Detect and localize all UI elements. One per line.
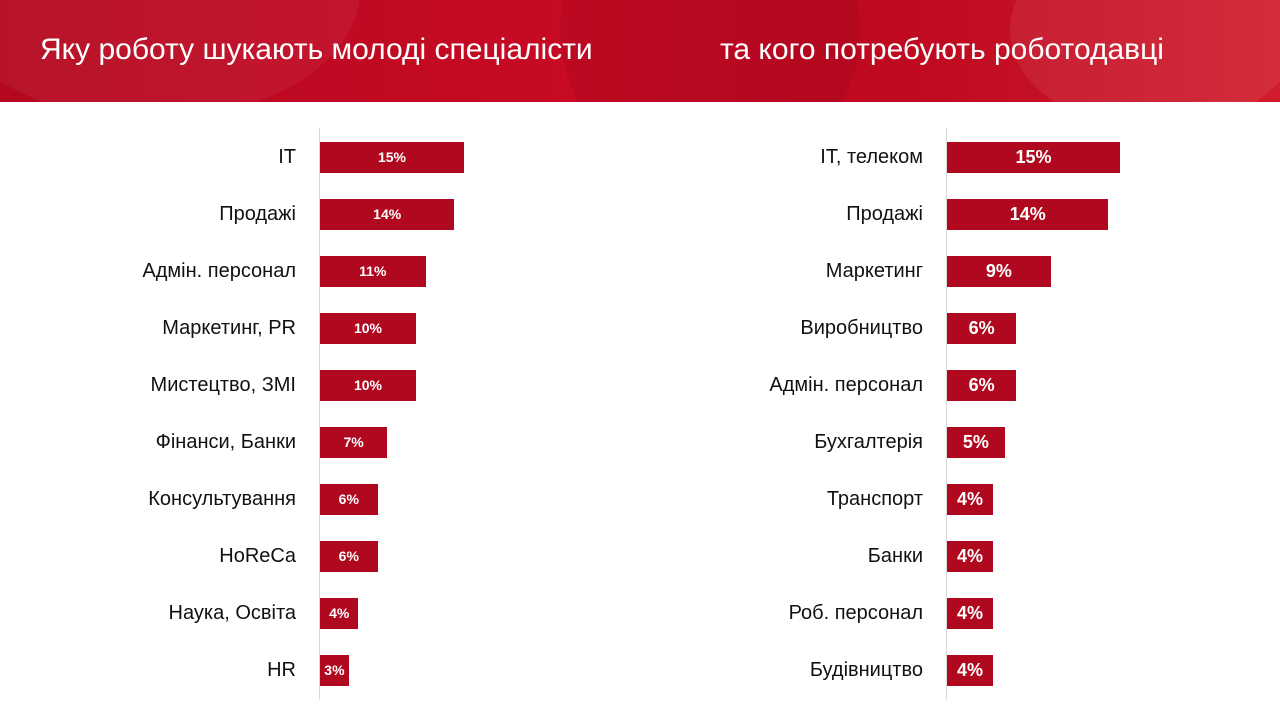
bar-value-label: 7% xyxy=(343,434,364,450)
bar xyxy=(947,198,1109,230)
bar-value-label: 6% xyxy=(968,375,995,395)
bar xyxy=(947,141,1120,173)
bar xyxy=(947,255,1051,287)
left-bar-chart: IT 15% Продажі 14% Адмін. персонал 11% Маркети… xyxy=(60,128,620,700)
category-label: Адмін. персонал xyxy=(769,374,923,396)
right-chart-title: та кого потребують роботодавці xyxy=(720,33,1164,66)
category-label: Роб. персонал xyxy=(788,602,923,624)
category-label: IT, телеком xyxy=(820,146,923,168)
bar-value-label: 11% xyxy=(359,263,387,279)
bar xyxy=(320,426,388,458)
header-banner: Яку роботу шукають молоді спеціалісти та… xyxy=(0,0,1280,102)
left-chart-title: Яку роботу шукають молоді спеціалісти xyxy=(40,33,593,66)
bar xyxy=(320,483,378,515)
category-label: Продажі xyxy=(219,203,296,225)
bar xyxy=(947,483,994,515)
bar xyxy=(947,369,1017,401)
bar-value-label: 4% xyxy=(329,605,350,621)
category-label: Продажі xyxy=(846,203,923,225)
bar-value-label: 10% xyxy=(353,320,383,336)
bar-value-label: 4% xyxy=(957,489,984,509)
bar-value-label: 14% xyxy=(1009,204,1046,224)
bar xyxy=(320,540,378,572)
bar-value-label: 9% xyxy=(985,261,1012,281)
bar xyxy=(947,312,1017,344)
category-label: Консультування xyxy=(148,488,296,510)
bar-value-label: 6% xyxy=(968,318,995,338)
category-label: Адмін. персонал xyxy=(142,260,296,282)
bar xyxy=(320,312,416,344)
bar-value-label: 10% xyxy=(353,377,383,393)
banner-decoration xyxy=(1010,0,1280,102)
bar-value-label: 3% xyxy=(324,662,345,678)
category-label: Виробництво xyxy=(800,317,923,339)
bar-value-label: 15% xyxy=(1015,147,1052,167)
bar-value-label: 4% xyxy=(957,603,984,623)
category-label: Маркетинг, PR xyxy=(162,317,296,339)
chart-axis-line xyxy=(319,128,320,700)
bar xyxy=(320,198,455,230)
category-label: Маркетинг xyxy=(825,260,923,282)
category-label: Мистецтво, ЗМІ xyxy=(150,374,296,396)
category-label: HR xyxy=(267,659,296,681)
category-label: Банки xyxy=(867,545,923,567)
bar-value-label: 6% xyxy=(338,491,359,507)
bar xyxy=(947,597,994,629)
category-label: Фінанси, Банки xyxy=(155,431,296,453)
bar-value-label: 5% xyxy=(962,432,989,452)
bar xyxy=(320,141,464,173)
right-bar-chart: IT, телеком 15% Продажі 14% Маркетинг 9% Вироб… xyxy=(690,128,1250,700)
category-label: Будівництво xyxy=(809,659,923,681)
bar-value-label: 4% xyxy=(957,546,984,566)
bar xyxy=(947,540,994,572)
bar-value-label: 4% xyxy=(957,660,984,680)
category-label: Бухгалтерія xyxy=(814,431,923,453)
bar xyxy=(320,369,416,401)
category-label: HoReCa xyxy=(219,545,296,567)
category-label: IT xyxy=(278,146,296,168)
bar-value-label: 14% xyxy=(373,206,402,222)
bar xyxy=(320,597,359,629)
bar-value-label: 6% xyxy=(338,548,359,564)
category-label: Наука, Освіта xyxy=(168,602,296,624)
banner-decoration xyxy=(560,0,860,102)
bar xyxy=(947,426,1005,458)
bar xyxy=(320,654,349,686)
bar xyxy=(947,654,994,686)
chart-axis-line xyxy=(946,128,947,700)
bar-value-label: 15% xyxy=(377,149,407,165)
bar xyxy=(320,255,426,287)
category-label: Транспорт xyxy=(826,488,923,510)
